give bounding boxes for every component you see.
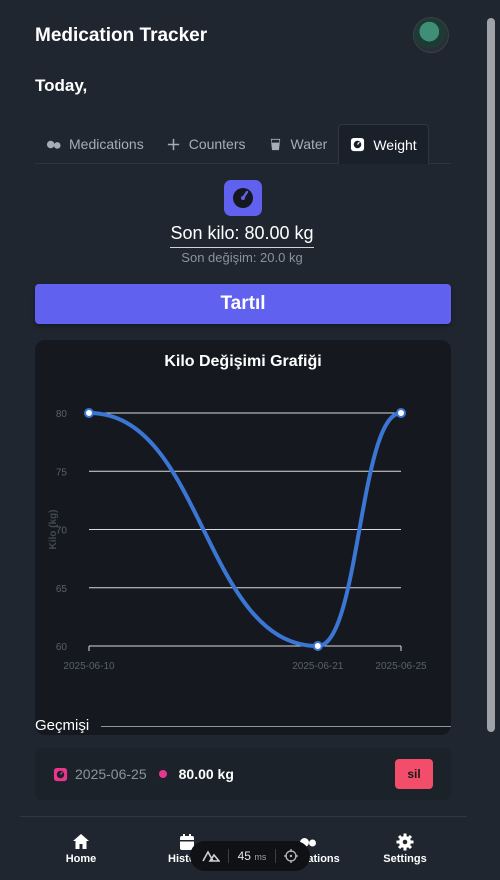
y-tick-label: 70: [56, 526, 68, 537]
data-point: [396, 408, 406, 418]
tab-weight[interactable]: Weight: [338, 124, 429, 164]
history-value: 80.00 kg: [178, 766, 234, 782]
last-change: Son değişim: 20.0 kg: [181, 250, 303, 265]
tab-label: Water: [290, 136, 328, 152]
nav-label: Home: [65, 853, 97, 865]
history-row: 2025-06-25 80.00 kg sil: [35, 748, 451, 800]
tab-label: Medications: [69, 136, 144, 152]
scrollbar-thumb[interactable]: [487, 18, 495, 732]
history-label: Geçmişi: [35, 717, 90, 734]
pills-icon: [46, 140, 61, 149]
separator: [274, 849, 276, 863]
tab-counters[interactable]: Counters: [155, 124, 257, 164]
delete-button[interactable]: sil: [395, 759, 433, 789]
crosshair-icon: [283, 849, 298, 863]
last-weight: Son kilo: 80.00 kg: [0, 223, 484, 248]
x-tick-label: 2025-06-10: [63, 661, 115, 672]
history-dot: [158, 770, 167, 778]
tab-bar: Medications Counters Water Weight: [35, 124, 451, 164]
nav-home[interactable]: Home: [36, 833, 126, 865]
y-axis-label: Kilo (kg): [48, 510, 59, 550]
series-line: [87, 411, 403, 649]
scrollbar[interactable]: [486, 10, 496, 876]
y-tick-label: 60: [56, 642, 68, 653]
scale-icon: [53, 767, 68, 781]
data-point: [312, 641, 323, 651]
nav-label: Settings: [383, 853, 427, 865]
app-title: Medication Tracker: [35, 25, 208, 46]
tab-label: Counters: [188, 136, 246, 152]
glass-icon: [270, 138, 280, 150]
home-icon: [73, 834, 89, 849]
y-tick-label: 75: [56, 467, 68, 478]
chart-title: Kilo Değişimi Grafiği: [164, 353, 322, 370]
greeting: Today,: [35, 76, 88, 95]
chart-plot: 60 65 70 75 80 2025-06-10 2025-06-21 2025-06-25…: [48, 408, 427, 672]
y-tick-label: 65: [56, 584, 68, 595]
nuxt-icon: [202, 850, 221, 862]
weight-chart: Kilo Değişimi Grafiği 60 65 70 75 80 2025-06-…: [35, 340, 451, 735]
separator: [228, 849, 230, 863]
x-tick-label: 2025-06-25: [375, 661, 427, 672]
gear-icon: [396, 833, 414, 851]
y-tick-label: 80: [56, 409, 68, 420]
history-date: 2025-06-25: [75, 766, 147, 782]
nav-settings[interactable]: Settings: [360, 833, 450, 865]
tab-label: Weight: [373, 136, 417, 153]
history-divider: [101, 726, 451, 727]
render-time: 45 ms: [237, 849, 267, 863]
scale-icon: [351, 137, 365, 152]
calendar-icon: [180, 834, 194, 850]
tab-water[interactable]: Water: [257, 124, 339, 164]
x-tick-label: 2025-06-21: [292, 661, 344, 672]
devtools-pill[interactable]: 45 ms: [190, 841, 310, 871]
scale-icon: [224, 180, 262, 216]
plus-icon: [167, 138, 179, 150]
data-point: [84, 408, 94, 418]
weigh-button[interactable]: Tartıl: [35, 284, 451, 324]
tab-medications[interactable]: Medications: [35, 124, 155, 164]
avatar[interactable]: [413, 17, 449, 53]
